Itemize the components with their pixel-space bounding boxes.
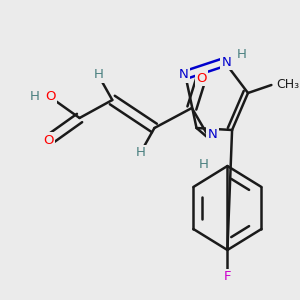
Text: CH₃: CH₃: [276, 79, 299, 92]
Text: H: H: [236, 47, 246, 61]
Text: N: N: [222, 56, 231, 68]
Text: O: O: [196, 71, 206, 85]
Text: H: H: [93, 68, 103, 82]
Text: N: N: [208, 128, 217, 142]
Text: H: H: [29, 89, 39, 103]
Text: O: O: [45, 89, 56, 103]
Text: F: F: [224, 271, 231, 284]
Text: H: H: [135, 146, 145, 160]
Text: N: N: [178, 68, 188, 82]
Text: H: H: [199, 158, 209, 170]
Text: O: O: [44, 134, 54, 146]
